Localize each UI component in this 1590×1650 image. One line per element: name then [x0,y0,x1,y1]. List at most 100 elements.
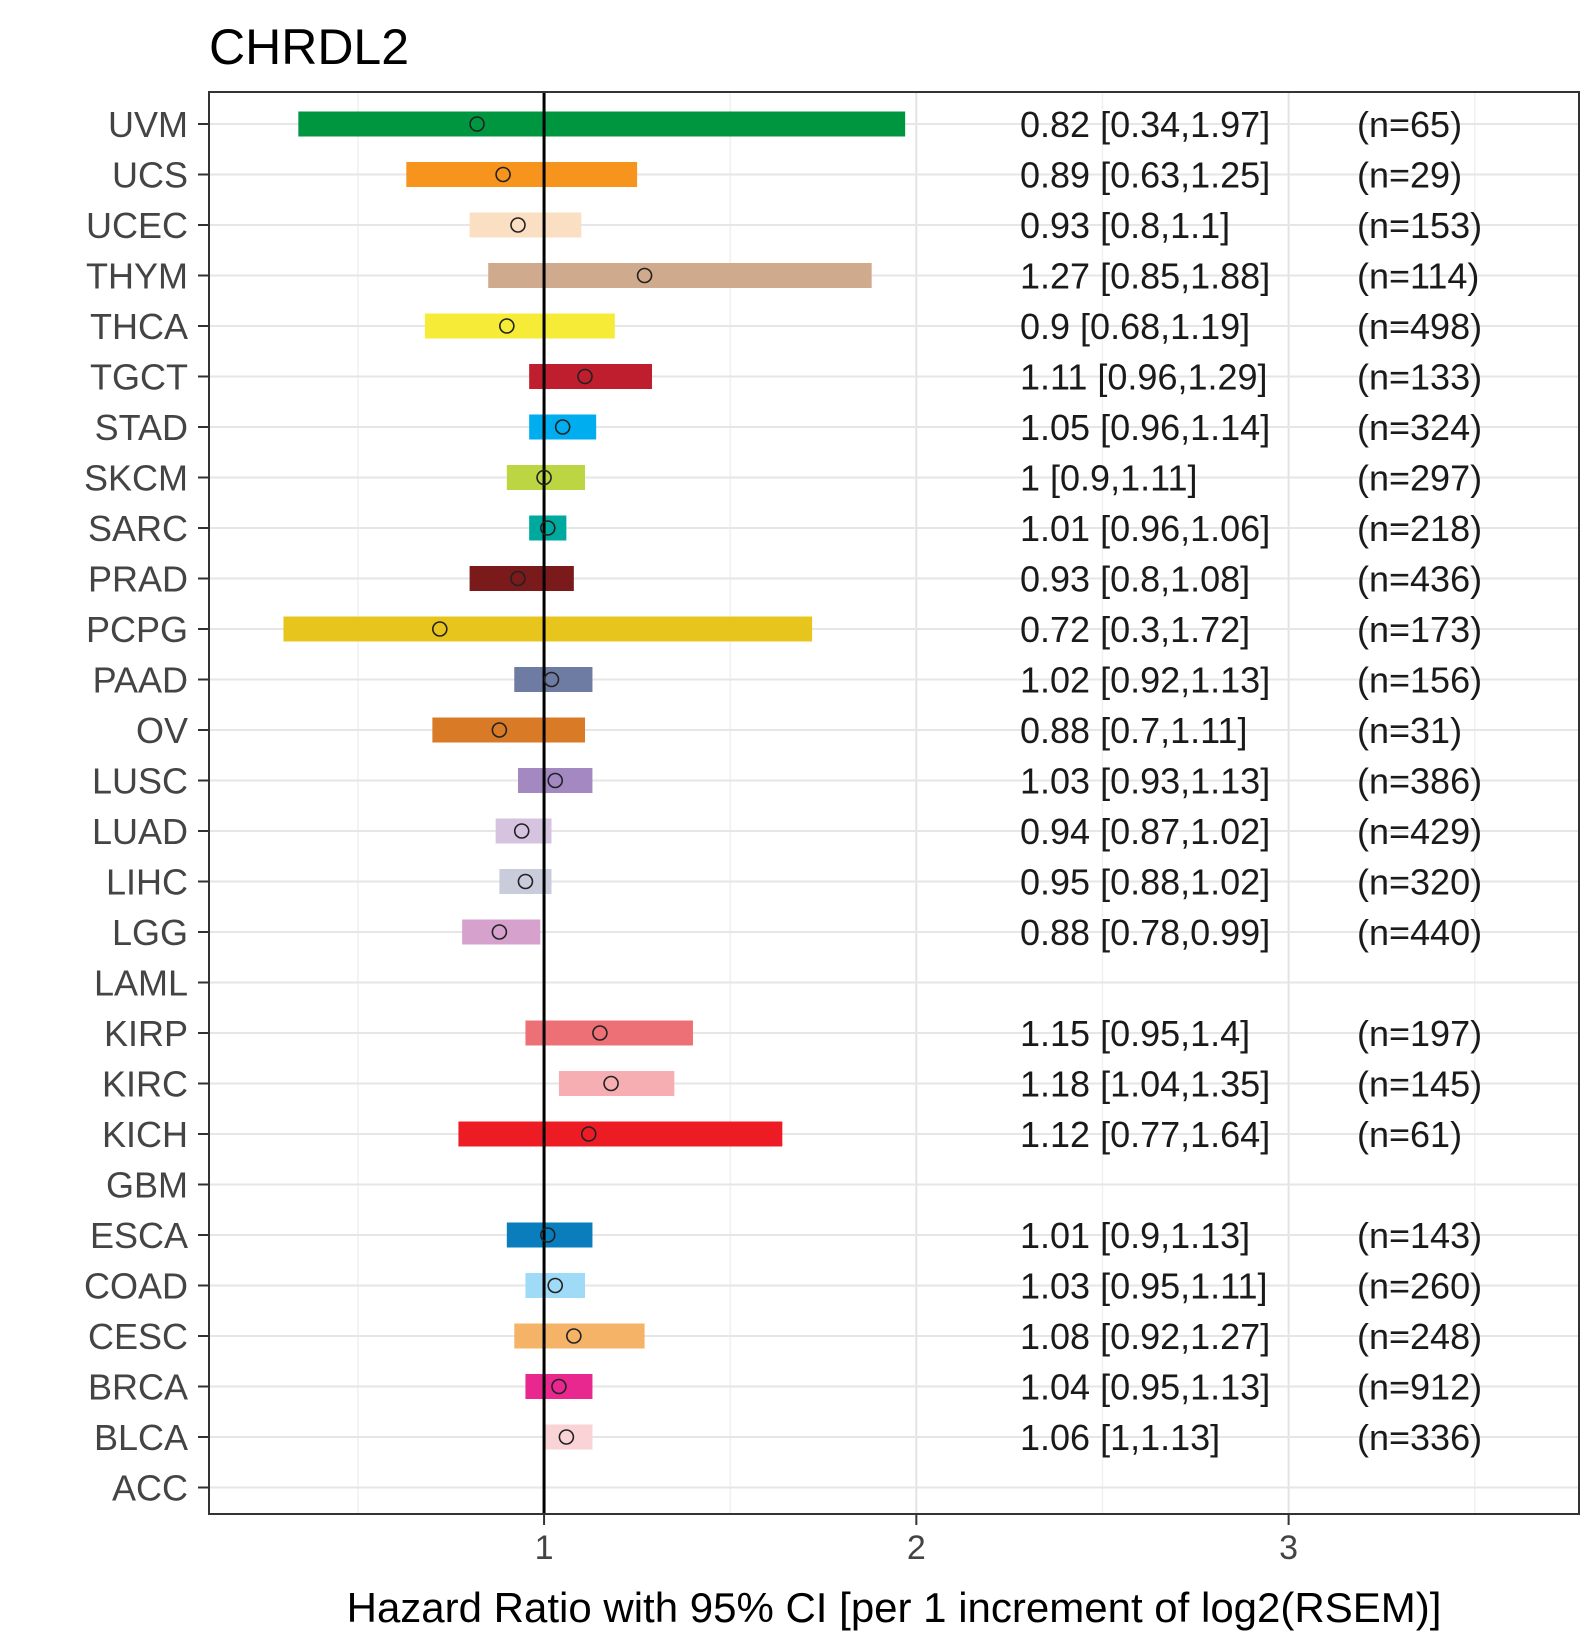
y-tick-label: GBM [106,1165,188,1206]
hr-point-lgg [491,924,508,940]
n-label-skcm: (n=297) [1357,458,1482,499]
hr-label-ucec: 0.93 [0.8,1.1] [1020,205,1230,246]
ci-bar-thym [488,263,872,288]
ci-bar-ov [432,717,586,743]
y-tick-label: TGCT [90,357,188,398]
hr-point-uvm [469,116,485,132]
ci-bar-cesc [514,1323,645,1349]
y-tick-label: STAD [95,407,188,448]
hr-label-sarc: 1.01 [0.96,1.06] [1020,508,1270,549]
y-tick-label: SARC [88,508,188,549]
n-label-thca: (n=498) [1357,306,1482,347]
y-tick-label: COAD [84,1266,188,1307]
hr-label-tgct: 1.11 [0.96,1.29] [1020,357,1268,398]
y-tick-label: CESC [88,1316,188,1357]
hr-point-kirp [592,1025,608,1041]
ci-bar-stad [529,414,597,440]
ci-bar-brca [525,1374,593,1399]
hr-point-thca [499,318,515,334]
hr-point-stad [554,419,571,435]
n-label-kirc: (n=145) [1357,1064,1482,1105]
y-tick-label: PAAD [93,660,188,701]
ci-bar-blca [544,1424,593,1450]
y-axis: UVM UCS UCEC THYM THCA TGCT STAD SKCM SARC PRAD PC… [84,104,209,1509]
y-tick-label: ESCA [90,1215,188,1256]
y-tick-label: PCPG [86,609,188,650]
hr-label-brca: 1.04 [0.95,1.13] [1020,1367,1270,1408]
hr-label-luad: 0.94 [0.87,1.02] [1020,811,1270,852]
hr-label-uvm: 0.82 [0.34,1.97] [1020,104,1270,145]
n-label-coad: (n=260) [1357,1266,1482,1307]
y-tick-label: UCEC [86,205,188,246]
hr-label-blca: 1.06 [1,1.13] [1020,1417,1220,1458]
hr-point-paad [543,671,560,688]
x-tick-label: 3 [1279,1529,1298,1567]
hr-point-coad [547,1277,564,1294]
hr-label-cesc: 1.08 [0.92,1.27] [1020,1316,1270,1357]
n-label-lihc: (n=320) [1357,862,1482,903]
n-label-pcpg: (n=173) [1357,609,1482,650]
hr-label-prad: 0.93 [0.8,1.08] [1020,559,1250,600]
x-tick-label: 2 [907,1529,926,1567]
hr-point-tgct [577,368,593,385]
ci-bar-paad [514,667,593,692]
hr-label-thym: 1.27 [0.85,1.88] [1020,256,1270,297]
n-label-ov: (n=31) [1357,710,1462,751]
ci-bar-skcm [506,465,586,490]
hr-point-cesc [566,1328,582,1344]
ci-bar-coad [525,1273,586,1298]
hr-label-paad: 1.02 [0.92,1.13] [1020,660,1270,701]
hr-point-ov [491,722,508,738]
y-tick-label: BLCA [94,1417,188,1458]
hr-label-lihc: 0.95 [0.88,1.02] [1020,862,1270,903]
n-label-uvm: (n=65) [1357,104,1462,145]
hr-label-pcpg: 0.72 [0.3,1.72] [1020,609,1250,650]
hr-point-luad [513,823,530,839]
hr-label-ucs: 0.89 [0.63,1.25] [1020,155,1270,196]
hr-point-prad [510,570,526,587]
y-tick-label: BRCA [88,1367,188,1408]
ci-bar-kirp [525,1020,693,1046]
hr-label-thca: 0.9 [0.68,1.19] [1020,306,1250,347]
ci-bar-ucs [406,162,638,187]
n-label-cesc: (n=248) [1357,1316,1482,1357]
hr-point-sarc [539,520,556,536]
ci-bar-sarc [529,515,567,541]
y-tick-label: UCS [112,155,188,196]
n-label-kirp: (n=197) [1357,1013,1482,1054]
n-label-lusc: (n=386) [1357,761,1482,802]
n-label-prad: (n=436) [1357,559,1482,600]
ci-bar-kich [458,1121,783,1147]
y-tick-label: UVM [108,104,188,145]
ci-bar-kirc [558,1071,675,1096]
n-label-ucec: (n=153) [1357,205,1482,246]
hr-point-kirc [603,1075,619,1092]
n-label-blca: (n=336) [1357,1417,1482,1458]
n-label-stad: (n=324) [1357,407,1482,448]
n-label-ucs: (n=29) [1357,155,1462,196]
hr-point-skcm [536,469,552,486]
y-tick-label: KIRP [104,1013,188,1054]
ci-bar-lgg [462,919,541,945]
hr-label-ov: 0.88 [0.7,1.11] [1020,710,1248,751]
ci-bar-luad [495,818,552,844]
ci-bar-thca [424,313,615,339]
ci-bar-prad [469,566,574,591]
n-label-sarc: (n=218) [1357,508,1482,549]
n-label-luad: (n=429) [1357,811,1482,852]
y-tick-label: PRAD [88,559,188,600]
hr-point-kich [580,1126,597,1142]
y-tick-label: LAML [94,963,188,1004]
chart-title: CHRDL2 [209,19,409,75]
hr-label-kich: 1.12 [0.77,1.64] [1020,1114,1270,1155]
hr-label-coad: 1.03 [0.95,1.11] [1020,1266,1268,1307]
hr-point-esca [539,1227,556,1243]
n-label-brca: (n=912) [1357,1367,1482,1408]
hr-point-lihc [517,873,534,890]
ci-bar-uvm [298,111,906,137]
n-label-esca: (n=143) [1357,1215,1482,1256]
n-label-lgg: (n=440) [1357,912,1482,953]
y-tick-label: KICH [102,1114,188,1155]
n-label-thym: (n=114) [1357,256,1479,297]
